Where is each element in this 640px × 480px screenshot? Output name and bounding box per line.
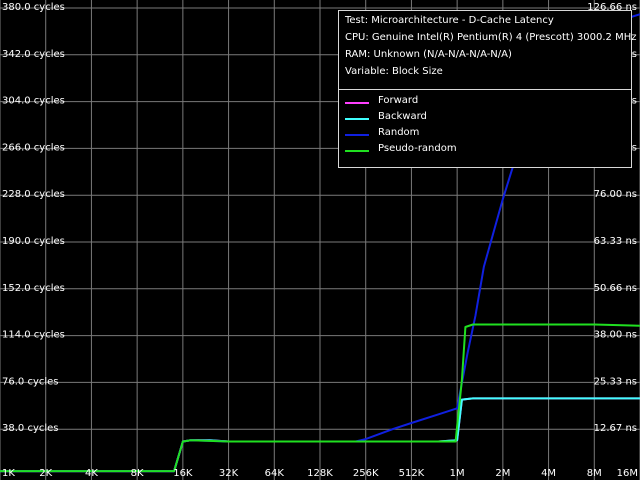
info-ram: RAM: Unknown (N/A-N/A-N/A-N/A) (345, 49, 512, 60)
y-right-tick-label: 38.00 ns (594, 330, 637, 341)
x-tick-label: 2K (39, 468, 52, 479)
y-left-tick-label: 152.0 cycles (2, 283, 65, 294)
x-tick-label: 16M (617, 468, 638, 479)
y-left-tick-label: 76.0 cycles (2, 376, 59, 387)
legend-label: Pseudo-random (378, 143, 457, 154)
legend-item: Pseudo-random (345, 143, 545, 159)
x-tick-label: 8K (131, 468, 144, 479)
legend-item: Backward (345, 111, 545, 127)
info-test: Test: Microarchitecture - D-Cache Latenc… (345, 15, 554, 26)
x-tick-label: 4K (85, 468, 98, 479)
y-right-tick-label: 12.67 ns (594, 423, 637, 434)
info-cpu: CPU: Genuine Intel(R) Pentium(R) 4 (Pres… (345, 32, 637, 43)
y-right-tick-label: 126.66 ns (587, 2, 637, 13)
info-legend-box: Test: Microarchitecture - D-Cache Latenc… (338, 10, 637, 168)
x-tick-label: 16K (173, 468, 193, 479)
y-left-tick-label: 114.0 cycles (2, 330, 65, 341)
series-line-pseudo-random (0, 323, 640, 473)
info-variable: Variable: Block Size (345, 66, 443, 77)
x-tick-label: 32K (219, 468, 239, 479)
legend-label: Backward (378, 111, 427, 122)
legend-item: Forward (345, 95, 545, 111)
x-tick-label: 256K (353, 468, 379, 479)
x-tick-label: 512K (399, 468, 425, 479)
legend-swatch (345, 150, 369, 152)
y-right-tick-label: 63.33 ns (594, 236, 637, 247)
x-tick-label: 1M (450, 468, 465, 479)
y-right-tick-label: 50.66 ns (594, 283, 637, 294)
y-left-tick-label: 380.0 cycles (2, 2, 65, 13)
y-left-tick-label: 38.0 cycles (2, 423, 59, 434)
y-left-tick-label: 304.0 cycles (2, 96, 65, 107)
x-tick-label: 128K (307, 468, 333, 479)
legend-item: Random (345, 127, 545, 143)
x-tick-label: 4M (541, 468, 556, 479)
legend-label: Forward (378, 95, 419, 106)
y-left-tick-label: 190.0 cycles (2, 236, 65, 247)
legend-swatch (345, 134, 369, 136)
y-right-tick-label: 76.00 ns (594, 189, 637, 200)
series-lines (0, 13, 640, 473)
legend-swatch (345, 118, 369, 120)
x-tick-label: 64K (265, 468, 285, 479)
y-right-tick-label: 25.33 ns (594, 376, 637, 387)
info-divider (339, 89, 631, 90)
legend-swatch (345, 102, 369, 104)
y-left-tick-label: 342.0 cycles (2, 49, 65, 60)
x-tick-label: 2M (495, 468, 510, 479)
legend-label: Random (378, 127, 420, 138)
x-tick-label: 1K (2, 468, 15, 479)
y-left-tick-label: 266.0 cycles (2, 142, 65, 153)
x-tick-label: 8M (587, 468, 602, 479)
y-left-tick-label: 228.0 cycles (2, 189, 65, 200)
